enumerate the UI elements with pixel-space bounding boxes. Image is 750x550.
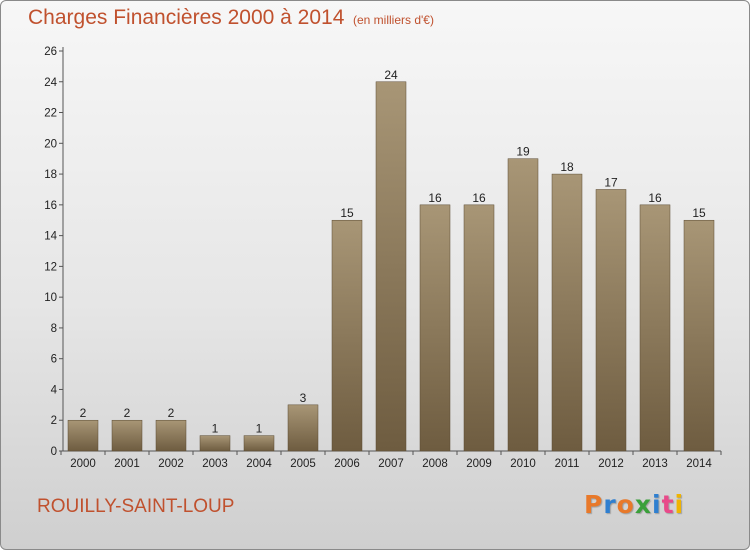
x-tick-label: 2012: [598, 458, 624, 470]
bar: [67, 419, 99, 452]
bar: [375, 81, 407, 452]
x-tick-label: 2003: [202, 458, 228, 470]
bar: [551, 173, 583, 452]
proxiti-logo[interactable]: Proxiti: [584, 490, 684, 519]
logo-letter: o: [616, 490, 635, 519]
bar: [331, 219, 363, 452]
data-label: 18: [560, 160, 574, 174]
y-tick-label: 2: [51, 415, 57, 427]
bar: [595, 189, 627, 452]
data-label: 16: [472, 191, 486, 205]
y-tick-label: 12: [44, 261, 57, 273]
data-label: 19: [516, 145, 530, 159]
data-label: 2: [124, 406, 131, 420]
x-tick-label: 2004: [246, 458, 272, 470]
logo-letter: r: [603, 490, 617, 519]
x-tick-label: 2000: [70, 458, 96, 470]
y-tick-label: 20: [44, 138, 57, 150]
bar: [111, 419, 143, 452]
x-tick-label: 2014: [686, 458, 712, 470]
data-label: 1: [256, 422, 263, 436]
data-label: 15: [340, 206, 354, 220]
x-tick-label: 2007: [378, 458, 404, 470]
logo-letter: x: [634, 490, 652, 519]
logo-letter: i: [674, 490, 685, 519]
data-label: 16: [648, 191, 662, 205]
y-tick-label: 8: [51, 323, 57, 335]
commune-name: ROUILLY-SAINT-LOUP: [37, 496, 235, 517]
data-label: 1: [212, 422, 219, 436]
bar: [199, 435, 231, 452]
bar: [463, 204, 495, 452]
y-tick-label: 22: [44, 108, 57, 120]
y-tick-label: 24: [44, 77, 57, 89]
bar: [419, 204, 451, 452]
x-tick-label: 2002: [158, 458, 184, 470]
x-tick-label: 2009: [466, 458, 492, 470]
chart-subtitle: (en milliers d'€): [353, 13, 434, 27]
y-tick-label: 18: [44, 169, 57, 181]
x-tick-label: 2001: [114, 458, 140, 470]
data-label: 3: [300, 391, 307, 405]
y-tick-label: 0: [51, 446, 57, 458]
logo-letter: t: [661, 490, 675, 519]
data-label: 16: [428, 191, 442, 205]
logo-letter: P: [584, 490, 604, 519]
y-tick-label: 6: [51, 354, 57, 366]
y-tick-label: 10: [44, 292, 57, 304]
y-tick-label: 26: [44, 46, 57, 58]
bar: [155, 419, 187, 452]
x-tick-label: 2006: [334, 458, 360, 470]
data-label: 24: [384, 68, 398, 82]
chart-title: Charges Financières 2000 à 2014: [28, 6, 345, 29]
bar: [287, 404, 319, 452]
bar: [243, 435, 275, 452]
y-tick-label: 14: [44, 231, 57, 243]
data-label: 2: [168, 406, 175, 420]
data-label: 2: [80, 406, 87, 420]
y-tick-label: 16: [44, 200, 57, 212]
x-tick-label: 2011: [555, 458, 580, 470]
bar: [683, 219, 715, 452]
x-tick-label: 2008: [422, 458, 448, 470]
x-tick-label: 2010: [510, 458, 536, 470]
logo-letter: i: [652, 490, 662, 519]
x-tick-label: 2013: [642, 458, 668, 470]
x-tick-label: 2005: [290, 458, 316, 470]
bar: [639, 204, 671, 452]
y-tick-label: 4: [51, 384, 58, 396]
bar: [507, 158, 539, 452]
data-label: 17: [604, 175, 618, 189]
data-label: 15: [692, 206, 706, 220]
